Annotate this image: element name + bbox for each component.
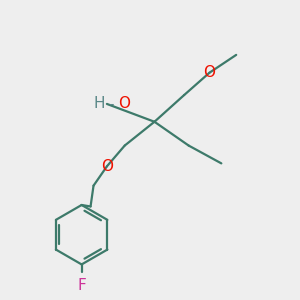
Text: O: O bbox=[203, 65, 215, 80]
Text: H: H bbox=[94, 96, 105, 111]
Text: F: F bbox=[77, 278, 86, 293]
Text: -: - bbox=[108, 96, 114, 111]
Text: O: O bbox=[101, 159, 113, 174]
Text: O: O bbox=[118, 96, 130, 111]
